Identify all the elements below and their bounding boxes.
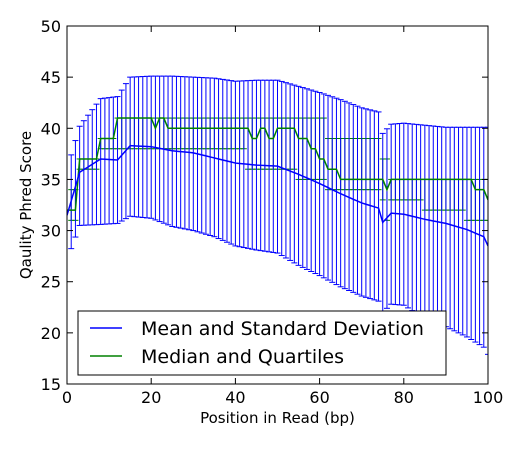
- y-tick-label: 50: [41, 17, 61, 36]
- y-tick-label: 15: [41, 375, 61, 394]
- y-tick-label: 30: [41, 222, 61, 241]
- y-tick-label: 35: [41, 170, 61, 189]
- legend-entry-median: Median and Quartiles: [141, 346, 344, 368]
- legend-entry-mean: Mean and Standard Deviation: [141, 318, 424, 340]
- x-tick-label: 80: [394, 388, 414, 407]
- y-tick-label: 45: [41, 68, 61, 87]
- x-tick-label: 40: [225, 388, 245, 407]
- y-tick-label: 40: [41, 119, 61, 138]
- x-tick-label: 60: [309, 388, 329, 407]
- x-tick-label: 20: [141, 388, 161, 407]
- x-axis-label: Position in Read (bp): [200, 409, 355, 427]
- legend: Mean and Standard Deviation Median and Q…: [78, 311, 446, 375]
- y-tick-label: 25: [41, 273, 61, 292]
- x-tick-label: 100: [473, 388, 504, 407]
- y-tick-label: 20: [41, 324, 61, 343]
- y-axis-label: Qaulity Phred Score: [17, 131, 35, 279]
- x-tick-label: 0: [62, 388, 72, 407]
